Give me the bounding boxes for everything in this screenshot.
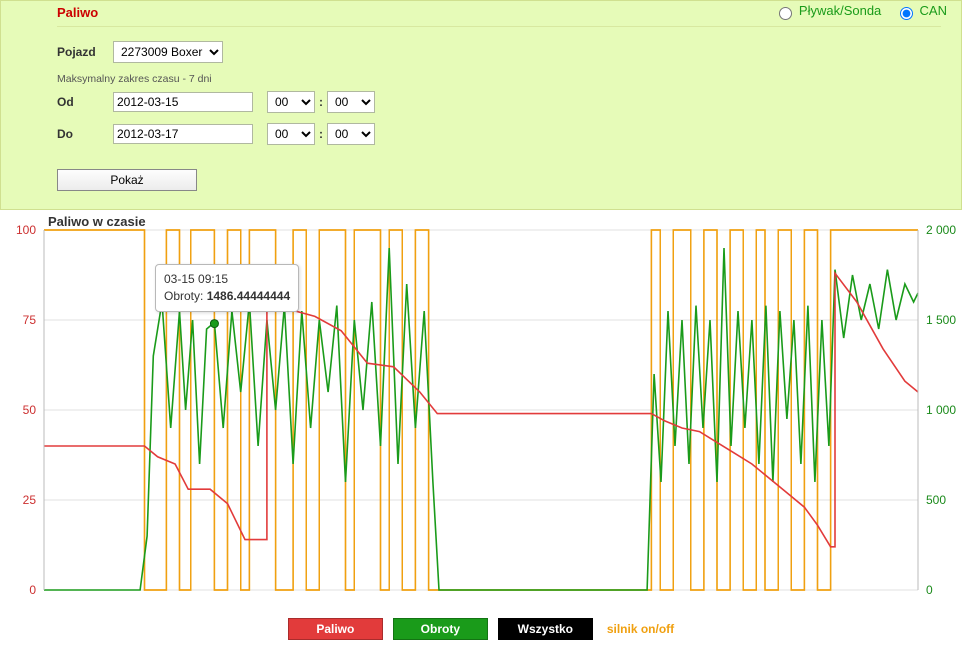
legend-obroty-button[interactable]: Obroty [393,618,488,640]
svg-text:1 500: 1 500 [926,313,956,327]
to-date-input[interactable] [113,124,253,144]
section-title: Paliwo [57,5,98,20]
vehicle-select[interactable]: 2273009 Boxer [113,41,223,63]
chart-tooltip: 03-15 09:15 Obroty: 1486.44444444 [155,264,299,312]
tooltip-time: 03-15 09:15 [164,271,290,288]
radio-plywak-input[interactable] [779,7,792,20]
vehicle-label: Pojazd [57,45,113,59]
filter-panel: Pływak/Sonda CAN Paliwo Pojazd 2273009 B… [0,0,962,210]
from-hour-select[interactable]: 00 [267,91,315,113]
chart-legend: Paliwo Obroty Wszystko silnik on/off [0,610,962,650]
from-row: Od 00 : 00 [57,91,941,113]
from-label: Od [57,95,113,109]
tooltip-label: Obroty: [164,289,203,303]
svg-text:0: 0 [926,583,933,597]
source-radio-group: Pływak/Sonda CAN [764,3,947,20]
show-button[interactable]: Pokaż [57,169,197,191]
tooltip-value: 1486.44444444 [207,289,290,303]
to-row: Do 00 : 00 [57,123,941,145]
svg-text:50: 50 [23,403,37,417]
colon: : [319,95,323,109]
colon: : [319,127,323,141]
from-min-select[interactable]: 00 [327,91,375,113]
svg-text:25: 25 [23,493,37,507]
tooltip-value-row: Obroty: 1486.44444444 [164,288,290,305]
svg-text:0: 0 [29,583,36,597]
timerange-note: Maksymalny zakres czasu - 7 dni [57,73,941,85]
svg-text:2 000: 2 000 [926,223,956,237]
radio-can[interactable]: CAN [895,3,947,18]
legend-wszystko-button[interactable]: Wszystko [498,618,593,640]
svg-text:100: 100 [16,223,36,237]
legend-paliwo-button[interactable]: Paliwo [288,618,383,640]
radio-plywak[interactable]: Pływak/Sonda [774,3,885,18]
legend-engine-label: silnik on/off [607,622,674,636]
svg-text:1 000: 1 000 [926,403,956,417]
to-hour-select[interactable]: 00 [267,123,315,145]
svg-text:75: 75 [23,313,37,327]
vehicle-row: Pojazd 2273009 Boxer [57,41,941,63]
svg-text:500: 500 [926,493,946,507]
chart-container: Paliwo w czasie 025507510005001 0001 500… [0,210,962,610]
fuel-chart: 025507510005001 0001 5002 000 [0,210,962,610]
radio-can-label: CAN [920,3,947,18]
radio-plywak-label: Pływak/Sonda [799,3,881,18]
radio-can-input[interactable] [900,7,913,20]
to-label: Do [57,127,113,141]
to-min-select[interactable]: 00 [327,123,375,145]
from-date-input[interactable] [113,92,253,112]
